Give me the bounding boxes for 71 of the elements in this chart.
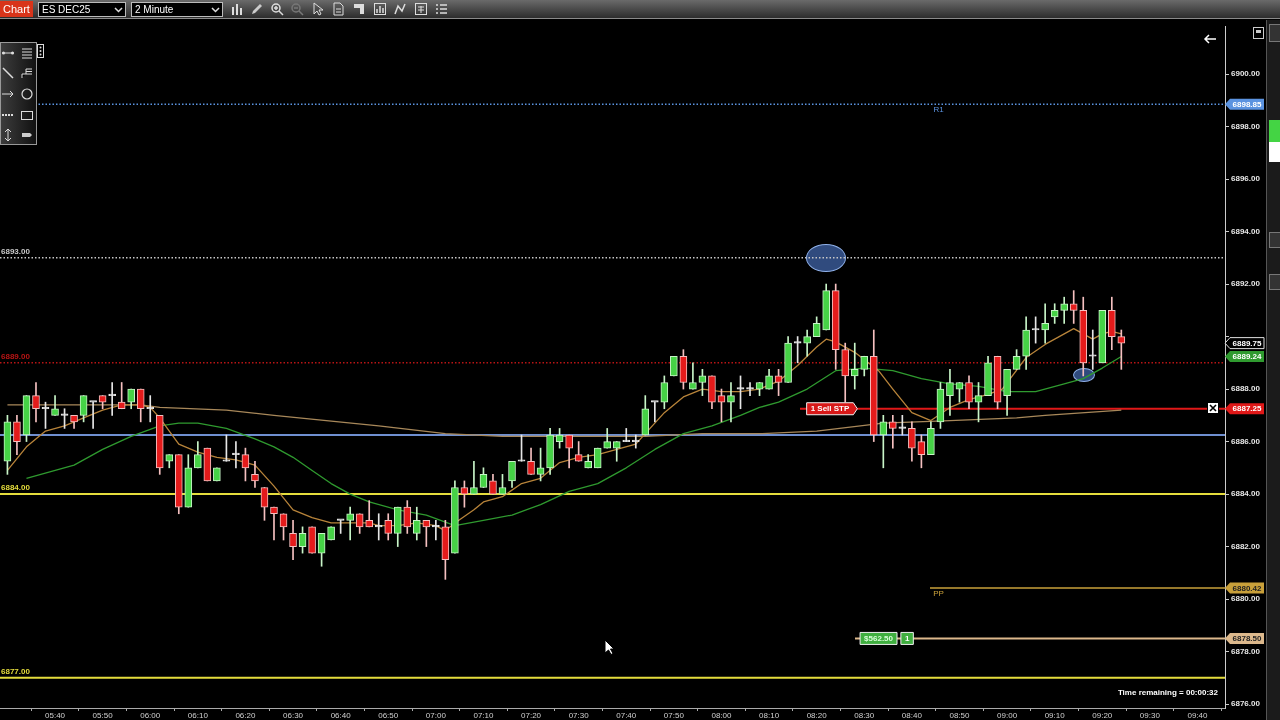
ref-line-label: 6884.00 (1, 483, 31, 493)
x-tick-label: 07:20 (521, 711, 542, 720)
x-tick-label: 06:20 (235, 711, 256, 720)
candlestick (622, 428, 631, 442)
y-tick-label: 6882.00 (1231, 541, 1261, 551)
x-tick-label: 09:10 (1044, 711, 1066, 720)
x-tick-label: 07:30 (568, 711, 590, 720)
x-tick-label: 08:00 (711, 711, 733, 720)
x-tick-label: 07:50 (663, 711, 685, 720)
y-tick-label: 6888.00 (1231, 384, 1261, 394)
annotation: Time remaining = 00:00:32 (1117, 688, 1218, 697)
x-tick-label: 09:40 (1187, 711, 1209, 720)
y-tick-label: 6892.00 (1231, 279, 1261, 289)
candlestick (89, 400, 97, 429)
y-tick-label: 6884.00 (1231, 489, 1261, 499)
chart-title: ES DEC25 (42, 3, 91, 16)
y-tick-label: 6880.00 (1231, 594, 1261, 604)
candlestick (746, 382, 754, 396)
annotation: 1 Sell STP (810, 404, 850, 414)
x-tick-label: 08:30 (854, 711, 875, 720)
chart-subtitle: 2 Minute (135, 3, 174, 16)
candlestick (651, 400, 659, 423)
annotation: PP (933, 589, 944, 599)
text: 6889.24 (1232, 352, 1263, 362)
x-tick-label: 08:10 (759, 711, 780, 720)
ref-line-label: 6880.42 (1232, 583, 1263, 593)
y-tick-label: 6898.00 (1231, 121, 1261, 131)
candlestick (1117, 329, 1126, 370)
candlestick (889, 414, 897, 449)
x-tick-label: 08:20 (806, 711, 828, 720)
ref-line-label: 6878.50 (1232, 634, 1263, 644)
x-tick-label: 06:00 (140, 711, 161, 720)
candlestick (879, 414, 888, 469)
x-tick-label: 05:50 (92, 711, 114, 720)
y-tick-label: 6876.00 (1231, 699, 1261, 709)
ref-line-label: 6887.25 (1232, 404, 1263, 414)
candlestick (270, 506, 278, 541)
x-tick-label: 09:30 (1139, 711, 1161, 720)
x-tick-label: 05:40 (45, 711, 66, 720)
candlestick (470, 460, 478, 495)
x-tick-label: 07:10 (473, 711, 495, 720)
y-tick-label: 6896.00 (1231, 174, 1261, 184)
x-tick-label: 09:20 (1092, 711, 1113, 720)
y-tick-label: 6878.00 (1231, 646, 1261, 656)
candlestick (631, 434, 640, 449)
annotation: R1 (933, 105, 945, 115)
text: Chart (0, 1, 33, 17)
candlestick (1041, 303, 1049, 344)
y-tick-label: 6900.00 (1231, 69, 1261, 79)
x-tick-label: 07:40 (616, 711, 637, 720)
text: 6889.75 (1232, 338, 1262, 348)
ref-line-label: 6877.00 (1, 667, 31, 677)
candlestick (1069, 290, 1078, 324)
x-tick-label: 06:40 (330, 711, 352, 720)
ref-line-label: 6893.00 (1, 247, 31, 257)
annotation: $562.50 (864, 634, 894, 644)
annotation: 1 (904, 634, 910, 644)
y-tick-label: 6886.00 (1231, 436, 1261, 446)
x-tick-label: 09:00 (997, 711, 1018, 720)
x-tick-label: 06:50 (378, 711, 399, 720)
candlestick (850, 342, 859, 390)
x-tick-label: 06:30 (283, 711, 304, 720)
candlestick (1088, 329, 1097, 370)
x-tick-label: 07:00 (425, 711, 447, 720)
candlestick (727, 382, 735, 423)
x-tick-label: 08:50 (949, 711, 971, 720)
ref-line-label: 6889.00 (1, 352, 31, 362)
ref-line-label: 6898.85 (1232, 99, 1263, 109)
y-tick-label: 6894.00 (1231, 226, 1261, 236)
x-tick-label: 06:10 (187, 711, 209, 720)
x-tick-label: 08:40 (901, 711, 923, 720)
